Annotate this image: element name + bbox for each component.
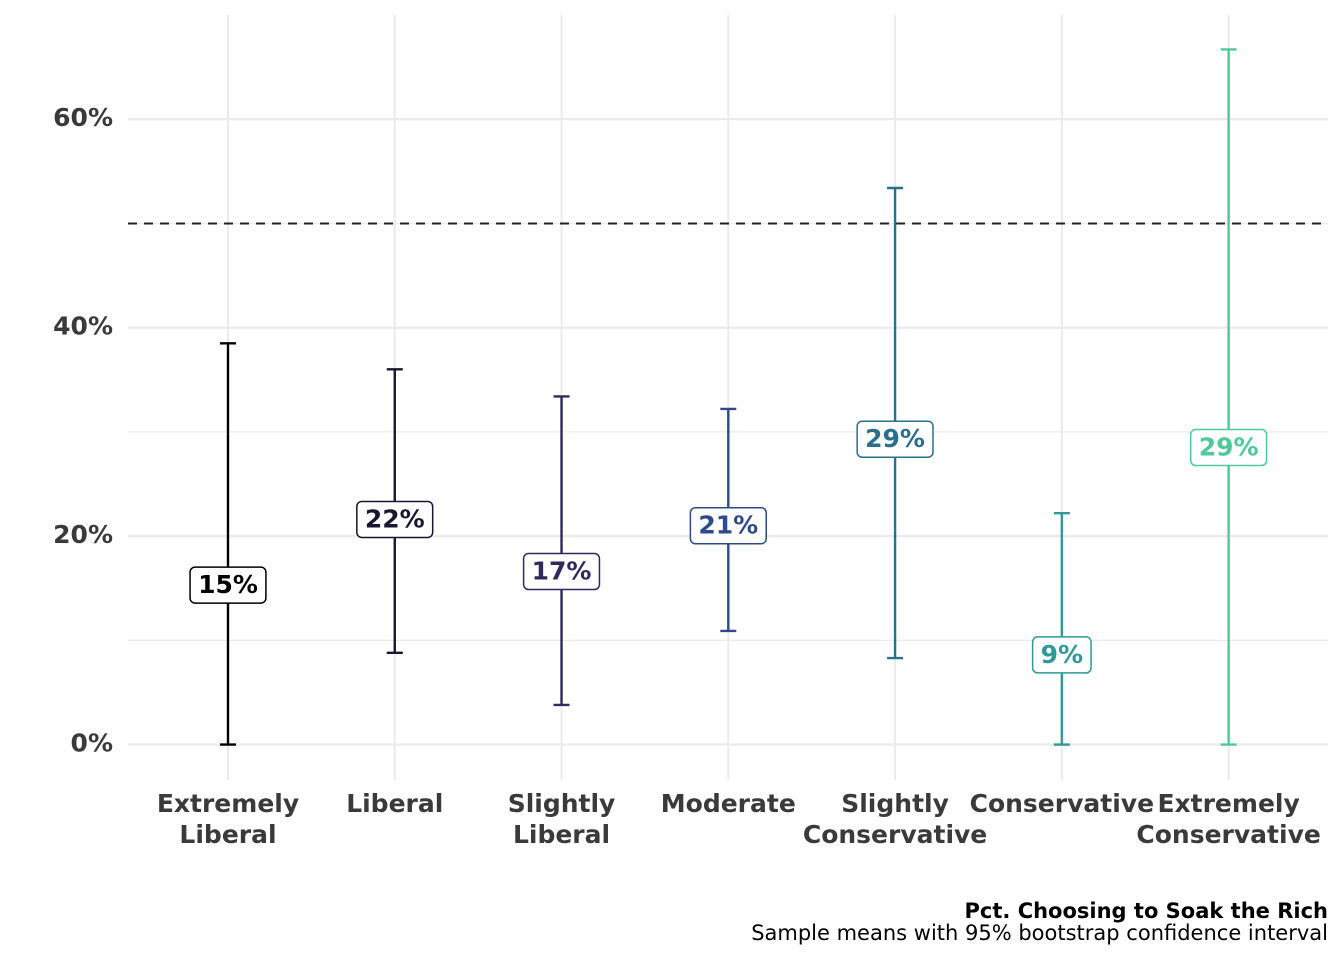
value-label-box — [189, 566, 267, 604]
value-label: 22% — [365, 504, 425, 533]
value-label-box — [689, 506, 767, 545]
value-label-box — [1189, 428, 1268, 467]
chart-title: Pct. Choosing to Soak the Rich — [965, 899, 1328, 923]
value-label: 21% — [698, 511, 758, 540]
x-tick-label: Slightly Liberal — [507, 789, 616, 849]
y-tick-label: 40% — [53, 312, 113, 341]
value-label: 29% — [865, 424, 925, 453]
value-label-box — [522, 552, 601, 591]
value-label-box — [856, 420, 934, 458]
y-tick-label: 20% — [53, 520, 113, 549]
value-label: 17% — [532, 557, 592, 586]
value-label: 29% — [1199, 433, 1259, 462]
chart-subtitle: Sample means with 95% bootstrap confiden… — [751, 921, 1328, 945]
x-tick-label: Slightly Conservative — [802, 789, 988, 849]
y-tick-label: 0% — [71, 729, 113, 758]
value-label-box — [356, 500, 434, 539]
x-tick-label: Conservative — [969, 789, 1155, 818]
grid — [128, 15, 1328, 780]
x-tick-label: Liberal — [346, 789, 444, 818]
value-label: 9% — [1041, 640, 1083, 669]
x-tick-label: Extremely Liberal — [156, 789, 300, 849]
y-tick-label: 60% — [53, 103, 113, 132]
value-label: 15% — [198, 570, 258, 599]
x-tick-label: Moderate — [660, 789, 796, 818]
value-label-box — [1031, 636, 1092, 674]
x-tick-label: Extremely Conservative — [1136, 789, 1321, 849]
